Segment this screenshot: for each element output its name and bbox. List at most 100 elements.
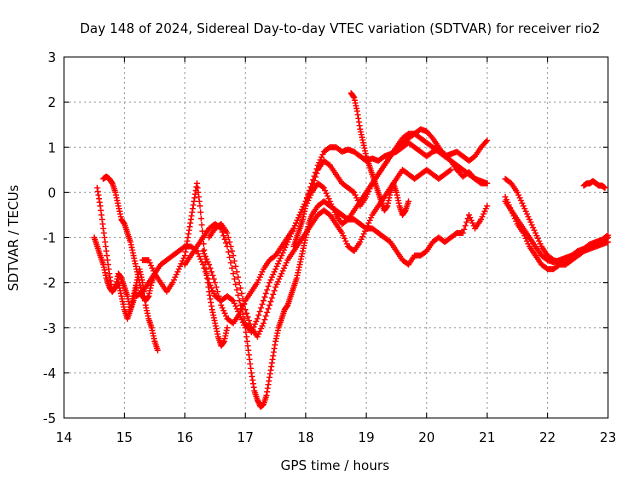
data-point <box>517 197 524 204</box>
data-point <box>405 198 412 205</box>
data-point <box>279 267 286 274</box>
data-point <box>202 253 209 260</box>
data-point <box>200 240 207 247</box>
data-point <box>268 274 275 281</box>
data-point <box>221 236 228 243</box>
data-point <box>229 265 236 272</box>
data-point <box>226 239 233 246</box>
x-tick-label: 23 <box>600 431 617 446</box>
data-point <box>210 276 217 283</box>
data-point <box>256 328 263 335</box>
data-point <box>326 198 333 205</box>
data-point <box>358 236 365 243</box>
data-point <box>260 297 267 304</box>
data-point <box>527 219 534 226</box>
data-point <box>231 300 238 307</box>
data-point <box>290 225 297 232</box>
data-point <box>264 309 271 316</box>
data-point <box>328 201 335 208</box>
data-point <box>255 276 262 283</box>
data-point <box>322 187 329 194</box>
data-point <box>349 188 356 195</box>
data-point <box>230 270 237 277</box>
data-point <box>311 177 318 184</box>
data-point <box>197 209 204 216</box>
data-point <box>203 256 210 263</box>
data-point <box>319 183 326 190</box>
data-point <box>291 222 298 229</box>
data-point <box>239 311 246 318</box>
data-point <box>536 238 543 245</box>
data-point <box>531 227 538 234</box>
y-tick-label: -3 <box>43 322 56 337</box>
data-point <box>180 255 187 262</box>
data-point <box>256 308 263 315</box>
data-point <box>172 274 179 281</box>
grid-lines <box>64 57 608 418</box>
data-point <box>256 274 263 281</box>
data-point <box>206 279 213 286</box>
data-point <box>220 307 227 314</box>
data-point <box>515 192 522 199</box>
data-point <box>364 222 371 229</box>
y-tick-label: 2 <box>48 96 56 111</box>
data-point <box>235 292 242 299</box>
data-point <box>219 304 226 311</box>
data-point <box>259 322 266 329</box>
data-point <box>171 276 178 283</box>
data-point <box>236 297 243 304</box>
data-point <box>293 220 300 227</box>
data-point <box>262 290 269 297</box>
data-point <box>351 189 358 196</box>
data-point <box>281 265 288 272</box>
data-point <box>277 255 284 262</box>
data-point <box>353 194 360 201</box>
data-point <box>241 315 248 322</box>
data-point <box>605 232 611 239</box>
data-point <box>271 268 278 275</box>
data-point <box>262 313 269 320</box>
data-point <box>212 279 219 286</box>
data-point <box>268 294 275 301</box>
data-point <box>282 262 289 269</box>
data-point <box>145 257 152 264</box>
data-point <box>197 202 203 209</box>
data-point <box>297 209 304 216</box>
data-point <box>221 310 228 317</box>
data-point <box>207 282 214 289</box>
data-point <box>281 247 288 254</box>
data-point <box>225 248 232 255</box>
data-point <box>215 293 222 300</box>
data-point <box>302 202 309 209</box>
y-tick-label: 1 <box>48 141 56 156</box>
data-point <box>479 213 486 220</box>
data-point <box>173 271 180 278</box>
data-point <box>259 301 266 308</box>
data-point <box>218 302 225 309</box>
x-tick-label: 17 <box>237 431 254 446</box>
data-point <box>208 268 215 275</box>
data-point <box>296 211 303 218</box>
data-point <box>206 261 213 268</box>
data-point <box>265 283 272 290</box>
data-point <box>238 290 245 297</box>
data-point <box>201 250 208 257</box>
data-point <box>318 154 325 161</box>
y-tick-label: 0 <box>48 186 56 201</box>
data-point <box>366 217 373 224</box>
y-tick-label: -1 <box>43 232 56 247</box>
data-point <box>357 239 364 246</box>
data-point <box>242 306 249 313</box>
x-tick-label: 22 <box>539 431 556 446</box>
data-point <box>272 284 279 291</box>
data-point <box>239 295 246 302</box>
data-point <box>343 240 350 247</box>
data-point <box>258 325 265 332</box>
data-point <box>241 301 248 308</box>
data-point <box>254 315 261 322</box>
data-point <box>305 197 312 204</box>
data-point <box>227 243 234 250</box>
data-point <box>605 239 611 246</box>
